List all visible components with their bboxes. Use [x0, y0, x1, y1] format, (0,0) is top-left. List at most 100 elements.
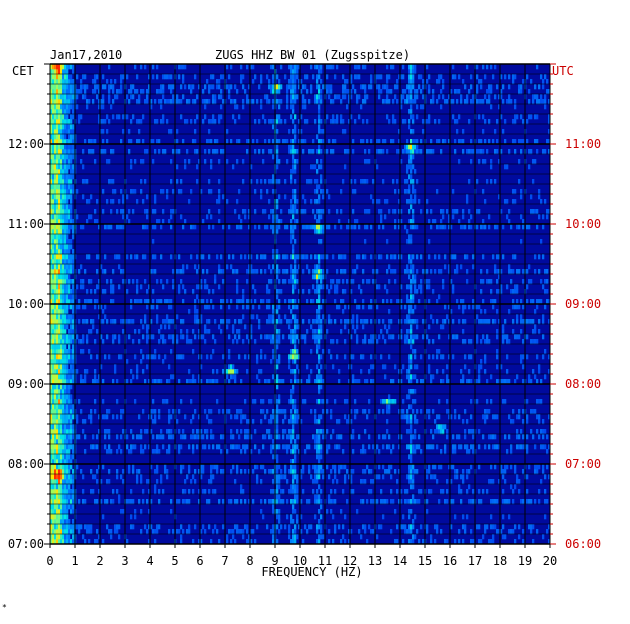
heatmap-cell: [262, 254, 265, 260]
heatmap-cell: [50, 419, 53, 425]
heatmap-cell: [260, 349, 263, 355]
heatmap-cell: [72, 444, 75, 450]
heatmap-cell: [288, 429, 291, 435]
heatmap-cell: [478, 364, 481, 370]
heatmap-cell: [460, 139, 463, 145]
heatmap-cell: [476, 224, 479, 230]
heatmap-cell: [304, 334, 307, 340]
heatmap-cell: [390, 254, 393, 260]
heatmap-cell: [56, 404, 59, 410]
heatmap-cell: [54, 299, 57, 305]
heatmap-cell: [106, 114, 109, 120]
heatmap-cell: [300, 334, 303, 340]
heatmap-cell: [482, 149, 485, 155]
heatmap-cell: [232, 464, 235, 470]
heatmap-cell: [316, 469, 319, 475]
heatmap-cell: [68, 354, 71, 360]
heatmap-cell: [66, 269, 69, 275]
heatmap-cell: [318, 344, 321, 350]
heatmap-cell: [72, 414, 75, 420]
heatmap-cell: [290, 224, 293, 230]
heatmap-cell: [238, 329, 241, 335]
heatmap-cell: [328, 494, 331, 500]
heatmap-cell: [54, 474, 57, 480]
heatmap-cell: [402, 149, 405, 155]
heatmap-cell: [256, 354, 259, 360]
heatmap-cell: [134, 509, 137, 515]
heatmap-cell: [358, 284, 361, 290]
heatmap-cell: [54, 364, 57, 370]
heatmap-cell: [410, 524, 413, 530]
heatmap-cell: [180, 279, 183, 285]
heatmap-cell: [54, 194, 57, 200]
heatmap-cell: [294, 329, 297, 335]
heatmap-cell: [498, 444, 501, 450]
heatmap-cell: [410, 309, 413, 315]
heatmap-cell: [94, 399, 97, 405]
heatmap-cell: [362, 319, 365, 325]
heatmap-cell: [204, 149, 207, 155]
heatmap-cell: [430, 269, 433, 275]
heatmap-cell: [276, 269, 279, 275]
heatmap-cell: [278, 194, 281, 200]
heatmap-cell: [320, 414, 323, 420]
heatmap-cell: [58, 264, 61, 270]
heatmap-cell: [52, 354, 55, 360]
heatmap-cell: [392, 139, 395, 145]
heatmap-cell: [70, 224, 73, 230]
heatmap-cell: [370, 529, 373, 535]
heatmap-cell: [462, 309, 465, 315]
heatmap-cell: [62, 469, 65, 475]
heatmap-cell: [522, 339, 525, 345]
heatmap-cell: [192, 434, 195, 440]
heatmap-cell: [394, 219, 397, 225]
heatmap-cell: [410, 449, 413, 455]
heatmap-cell: [134, 399, 137, 405]
heatmap-cell: [268, 149, 271, 155]
heatmap-cell: [346, 279, 349, 285]
heatmap-cell: [314, 334, 317, 340]
heatmap-cell: [316, 169, 319, 175]
heatmap-cell: [62, 484, 65, 490]
heatmap-cell: [298, 289, 301, 295]
heatmap-cell: [326, 254, 329, 260]
heatmap-cell: [410, 419, 413, 425]
heatmap-cell: [66, 129, 69, 135]
heatmap-cell: [140, 509, 143, 515]
heatmap-cell: [318, 354, 321, 360]
heatmap-cell: [338, 304, 341, 310]
heatmap-cell: [296, 379, 299, 385]
heatmap-cell: [364, 479, 367, 485]
heatmap-cell: [440, 464, 443, 470]
heatmap-cell: [276, 294, 279, 300]
heatmap-cell: [302, 319, 305, 325]
heatmap-cell: [182, 284, 185, 290]
heatmap-cell: [50, 344, 53, 350]
heatmap-cell: [318, 389, 321, 395]
heatmap-cell: [312, 284, 315, 290]
heatmap-cell: [146, 334, 149, 340]
heatmap-cell: [198, 299, 201, 305]
heatmap-cell: [530, 499, 533, 505]
heatmap-cell: [406, 329, 409, 335]
heatmap-cell: [534, 209, 537, 215]
heatmap-cell: [292, 164, 295, 170]
heatmap-cell: [52, 344, 55, 350]
heatmap-cell: [182, 499, 185, 505]
heatmap-cell: [194, 409, 197, 415]
heatmap-cell: [182, 299, 185, 305]
heatmap-cell: [352, 189, 355, 195]
heatmap-cell: [428, 149, 431, 155]
heatmap-cell: [70, 374, 73, 380]
heatmap-cell: [178, 429, 181, 435]
heatmap-cell: [318, 464, 321, 470]
heatmap-cell: [488, 444, 491, 450]
heatmap-cell: [136, 139, 139, 145]
heatmap-cell: [314, 339, 317, 345]
heatmap-cell: [148, 354, 151, 360]
heatmap-cell: [318, 239, 321, 245]
heatmap-cell: [152, 434, 155, 440]
heatmap-cell: [394, 364, 397, 370]
heatmap-cell: [62, 259, 65, 265]
heatmap-cell: [96, 199, 99, 205]
